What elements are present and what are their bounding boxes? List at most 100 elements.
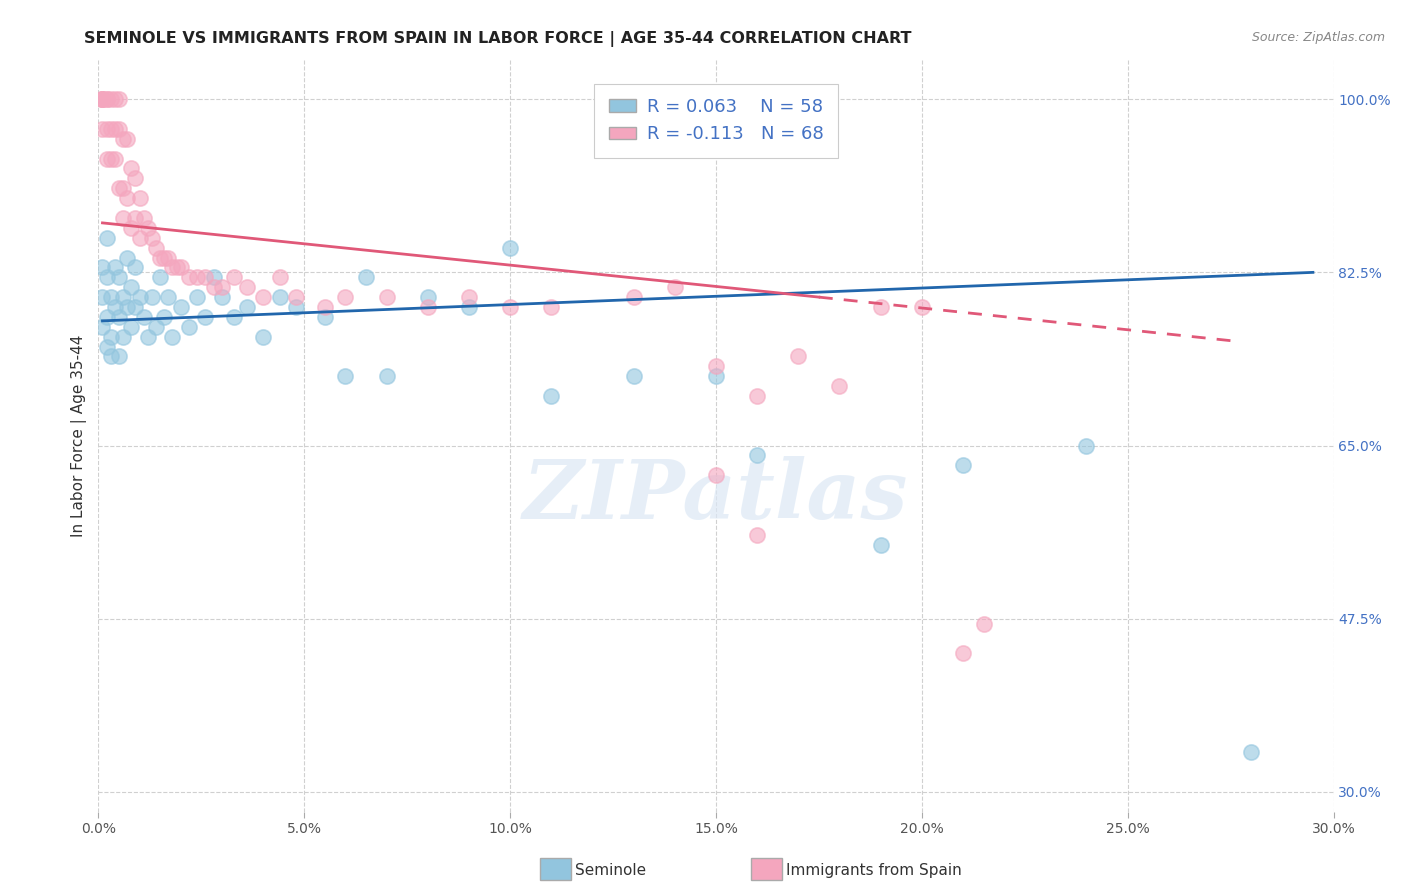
Point	[623, 369, 645, 384]
Text: Seminole: Seminole	[575, 863, 647, 878]
Point	[177, 270, 200, 285]
Point	[115, 251, 138, 265]
Point	[170, 260, 193, 275]
Point	[100, 350, 122, 364]
Point	[177, 319, 200, 334]
Point	[112, 181, 135, 195]
Point	[120, 280, 142, 294]
Point	[704, 468, 727, 483]
Point	[124, 300, 146, 314]
Point	[869, 537, 891, 551]
Point	[623, 290, 645, 304]
Point	[224, 270, 246, 285]
Point	[211, 290, 233, 304]
Point	[108, 181, 131, 195]
Point	[120, 161, 142, 176]
Point	[973, 616, 995, 631]
Point	[100, 329, 122, 343]
Point	[145, 319, 167, 334]
Point	[124, 260, 146, 275]
Point	[136, 220, 159, 235]
Point	[115, 132, 138, 146]
Point	[91, 92, 114, 106]
Point	[108, 350, 131, 364]
Point	[112, 329, 135, 343]
Legend: R = 0.063    N = 58, R = -0.113   N = 68: R = 0.063 N = 58, R = -0.113 N = 68	[595, 84, 838, 158]
Point	[224, 310, 246, 324]
Point	[952, 458, 974, 473]
Point	[124, 171, 146, 186]
Point	[540, 300, 562, 314]
Point	[157, 251, 180, 265]
Point	[952, 646, 974, 660]
Point	[96, 152, 118, 166]
Point	[91, 319, 114, 334]
Point	[128, 231, 150, 245]
Point	[149, 270, 172, 285]
Point	[157, 290, 180, 304]
Point	[128, 191, 150, 205]
Point	[202, 280, 225, 294]
Point	[745, 527, 768, 541]
Point	[91, 260, 114, 275]
Point	[112, 211, 135, 225]
Point	[335, 369, 357, 384]
Point	[100, 290, 122, 304]
Point	[235, 300, 257, 314]
Point	[375, 290, 398, 304]
Point	[128, 290, 150, 304]
Point	[104, 300, 127, 314]
Point	[91, 121, 114, 136]
Point	[1076, 439, 1098, 453]
Point	[153, 251, 176, 265]
Point	[499, 241, 522, 255]
Point	[787, 350, 810, 364]
Point	[112, 132, 135, 146]
Point	[745, 449, 768, 463]
Point	[91, 92, 114, 106]
Point	[141, 231, 163, 245]
Point	[869, 300, 891, 314]
Point	[269, 270, 291, 285]
Point	[132, 310, 155, 324]
Point	[335, 290, 357, 304]
Point	[664, 280, 686, 294]
Point	[457, 300, 479, 314]
Point	[104, 92, 127, 106]
Point	[141, 290, 163, 304]
Point	[104, 121, 127, 136]
Text: Immigrants from Spain: Immigrants from Spain	[786, 863, 962, 878]
Point	[96, 231, 118, 245]
Point	[202, 270, 225, 285]
Point	[100, 92, 122, 106]
Point	[186, 270, 208, 285]
Point	[112, 290, 135, 304]
Point	[211, 280, 233, 294]
Point	[170, 300, 193, 314]
Y-axis label: In Labor Force | Age 35-44: In Labor Force | Age 35-44	[72, 334, 87, 537]
Point	[314, 300, 336, 314]
Point	[91, 92, 114, 106]
Point	[166, 260, 188, 275]
Point	[828, 379, 851, 393]
Point	[96, 310, 118, 324]
Point	[104, 260, 127, 275]
Point	[115, 300, 138, 314]
Point	[108, 270, 131, 285]
Point	[745, 389, 768, 403]
Point	[120, 319, 142, 334]
Text: Source: ZipAtlas.com: Source: ZipAtlas.com	[1251, 31, 1385, 45]
Point	[124, 211, 146, 225]
Point	[704, 359, 727, 374]
Point	[108, 121, 131, 136]
Point	[100, 152, 122, 166]
Point	[252, 290, 274, 304]
Point	[132, 211, 155, 225]
Text: ZIPatlas: ZIPatlas	[523, 456, 908, 536]
Point	[136, 329, 159, 343]
Point	[252, 329, 274, 343]
Point	[416, 300, 439, 314]
Point	[96, 92, 118, 106]
Point	[104, 152, 127, 166]
Point	[120, 220, 142, 235]
